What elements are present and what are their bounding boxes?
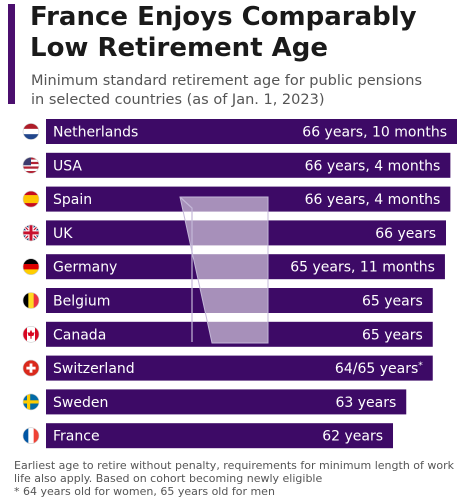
category-label: Netherlands: [53, 125, 138, 141]
spain-flag-icon: [22, 190, 40, 208]
category-label: Spain: [53, 192, 92, 208]
value-label: 65 years, 11 months: [290, 260, 435, 276]
uk-flag-icon: [22, 224, 40, 242]
value-label: 65 years: [362, 294, 423, 310]
sweden-flag-icon: [22, 393, 40, 411]
value-label: 66 years, 4 months: [305, 192, 441, 208]
chart-row: France 62 years: [22, 423, 394, 449]
category-label: Germany: [53, 260, 117, 276]
switzerland-flag-icon: [22, 359, 40, 377]
footnote-asterisk: * 64 years old for women, 65 years old f…: [14, 485, 275, 498]
bar: [46, 423, 394, 449]
usa-flag-icon: [22, 157, 40, 174]
value-label: 66 years, 10 months: [302, 125, 447, 141]
value-label: 62 years: [322, 429, 383, 445]
accent-bar: [8, 4, 15, 104]
footnotes: Earliest age to retire without penalty, …: [14, 459, 470, 498]
decorative-flag-graphic: [179, 196, 269, 344]
value-label-mark: *: [418, 361, 423, 371]
netherlands-flag-icon: [22, 123, 40, 140]
category-label: Sweden: [53, 395, 108, 411]
category-label: USA: [53, 158, 82, 174]
chart-row: Switzerland 64/65 years*: [22, 355, 433, 381]
page-subtitle: Minimum standard retirement age for publ…: [31, 73, 423, 108]
belgium-flag-icon: [22, 292, 40, 309]
value-label: 66 years, 4 months: [305, 158, 441, 174]
bar: [46, 152, 451, 178]
bar: [46, 119, 457, 144]
germany-flag-icon: [22, 258, 40, 276]
footnote-text: Earliest age to retire without penalty, …: [14, 459, 455, 472]
bar: [46, 355, 433, 381]
category-label: France: [53, 429, 100, 445]
value-label: 65 years: [362, 327, 423, 343]
value-label: 64/65 years*: [335, 361, 423, 377]
page-title: France Enjoys Comparably Low Retirement …: [30, 2, 417, 63]
chart-row: Sweden 63 years: [22, 389, 407, 415]
footnote-text-2: life also apply. Based on cohort becomin…: [14, 472, 323, 485]
value-label: 63 years: [335, 395, 396, 411]
chart-row: USA 66 years, 4 months: [22, 152, 451, 178]
category-label: Canada: [53, 327, 106, 343]
france-flag-icon: [22, 427, 40, 445]
canada-flag-icon: [22, 325, 40, 343]
category-label: Switzerland: [53, 361, 135, 377]
bar-chart: Netherlands 66 years, 10 months USA 66 year…: [22, 119, 457, 449]
value-label: 66 years: [375, 226, 436, 242]
chart-row: Netherlands 66 years, 10 months: [22, 119, 457, 144]
bar: [46, 389, 407, 415]
category-label: Belgium: [53, 294, 110, 310]
category-label: UK: [53, 226, 73, 242]
